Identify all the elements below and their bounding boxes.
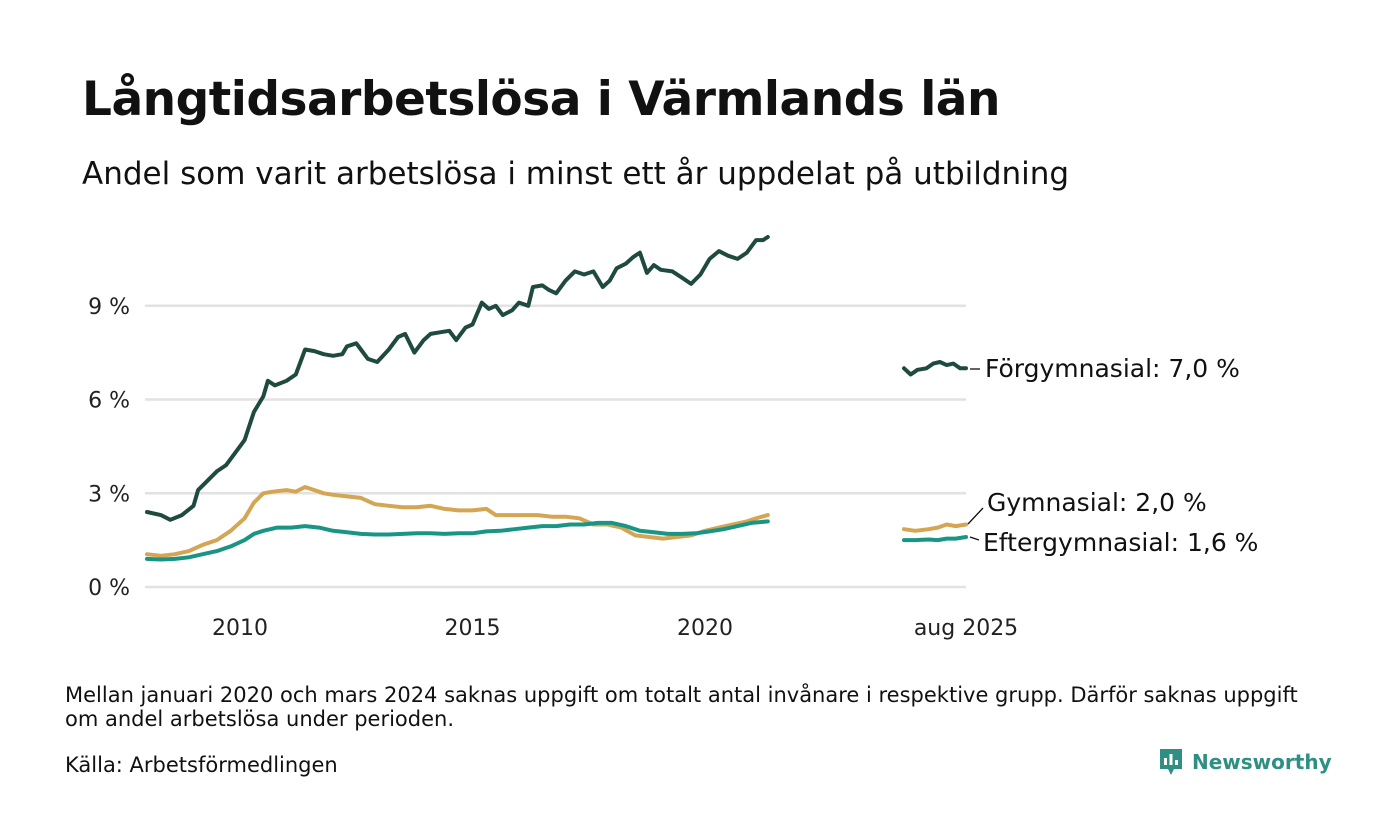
series-line-gymnasial-1 xyxy=(145,485,770,558)
series-line-gymnasial-2 xyxy=(902,522,968,533)
series-label-forgymnasial: Förgymnasial: 7,0 % xyxy=(985,354,1240,383)
chart-title: Långtidsarbetslösa i Värmlands län xyxy=(82,72,1000,127)
x-tick-label: 2015 xyxy=(445,616,501,641)
series-label-eftergymnasial: Eftergymnasial: 1,6 % xyxy=(983,528,1258,557)
series-label-gymnasial: Gymnasial: 2,0 % xyxy=(987,488,1207,517)
source-text: Källa: Arbetsförmedlingen xyxy=(65,753,338,777)
label-leader-eftergymnasial xyxy=(969,536,980,541)
x-axis-ticks: 2010 2015 2020 aug 2025 xyxy=(212,616,1018,641)
x-tick-label: aug 2025 xyxy=(914,616,1018,641)
series-labels: Förgymnasial: 7,0 % Gymnasial: 2,0 % Efter… xyxy=(967,354,1258,557)
brand-logo: Newsworthy xyxy=(1158,747,1332,777)
series-line-forgymnasial-2 xyxy=(902,360,968,377)
y-axis-ticks: 0 % 3 % 6 % 9 % xyxy=(88,295,130,601)
x-tick-label: 2020 xyxy=(677,616,733,641)
y-tick-label: 3 % xyxy=(88,482,130,507)
newsworthy-logo-icon xyxy=(1160,749,1182,775)
y-tick-label: 9 % xyxy=(88,295,130,320)
series-line-forgymnasial-1 xyxy=(145,235,770,522)
line-chart: 0 % 3 % 6 % 9 % 2010 2015 2020 aug 2025 Förgym… xyxy=(88,235,1258,641)
chart-subtitle: Andel som varit arbetslösa i minst ett å… xyxy=(82,156,1070,192)
series-line-eftergymnasial-2 xyxy=(902,535,968,543)
label-leader-gymnasial xyxy=(967,507,984,525)
y-tick-label: 6 % xyxy=(88,389,130,414)
x-tick-label: 2010 xyxy=(212,616,268,641)
y-tick-label: 0 % xyxy=(88,576,130,601)
series-line-eftergymnasial-1 xyxy=(145,519,770,562)
series-lines xyxy=(145,235,968,562)
footnote: Mellan januari 2020 och mars 2024 saknas… xyxy=(65,683,1298,731)
grid-lines xyxy=(145,304,966,589)
brand-name: Newsworthy xyxy=(1192,750,1332,774)
